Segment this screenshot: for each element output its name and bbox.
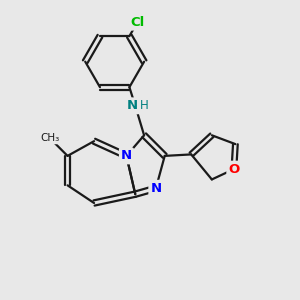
Text: N: N (150, 182, 161, 195)
Text: O: O (228, 163, 239, 176)
Text: N: N (121, 149, 132, 162)
Text: N: N (150, 182, 161, 195)
Text: N: N (127, 99, 138, 112)
Text: N: N (127, 99, 138, 112)
Text: Cl: Cl (130, 16, 145, 28)
Text: Cl: Cl (130, 16, 145, 28)
Text: H: H (140, 99, 149, 112)
Text: CH₃: CH₃ (40, 133, 59, 143)
Text: N: N (121, 149, 132, 162)
Text: O: O (228, 163, 239, 176)
